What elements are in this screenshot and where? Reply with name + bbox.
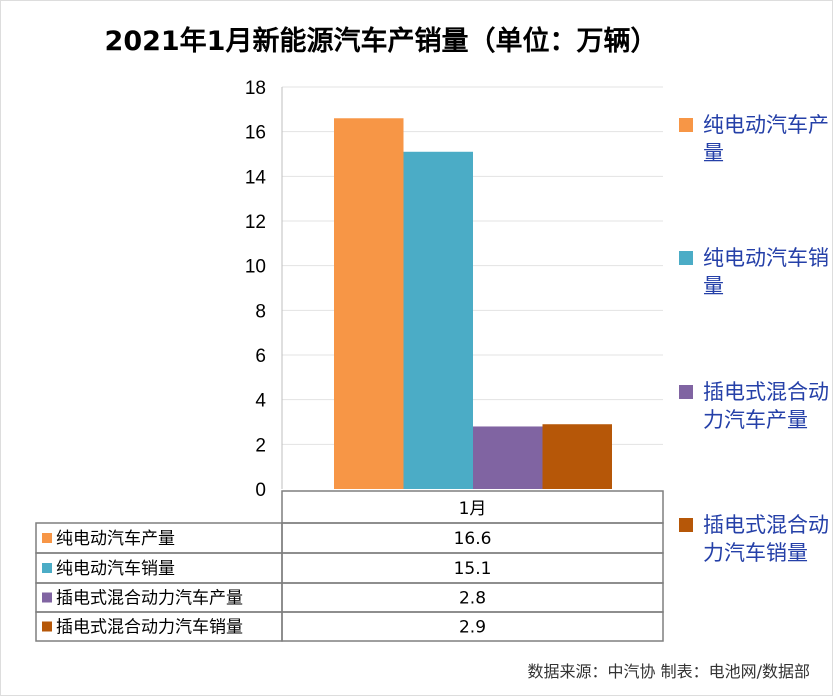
table-series-name: 插电式混合动力汽车产量: [56, 589, 243, 609]
legend-key-swatch: [42, 563, 52, 573]
legend-label: 插电式混合动力汽车产量: [703, 380, 829, 432]
legend-item: 插电式混合动力汽车销量: [679, 511, 829, 567]
y-tick-label: 16: [245, 123, 266, 144]
table-value-cell: [281, 611, 664, 642]
data-label: 2.8: [459, 589, 486, 609]
y-tick-label: 14: [245, 167, 267, 188]
legend-swatch: [679, 385, 693, 399]
legend-swatch: [679, 118, 693, 132]
y-tick-label: 6: [255, 346, 266, 367]
category-label: 1月: [459, 499, 487, 519]
legend-item: 纯电动汽车销量: [679, 244, 829, 300]
y-tick-label: 12: [245, 212, 266, 233]
legend-item: 纯电动汽车产量: [679, 111, 829, 167]
y-tick-label: 8: [255, 301, 266, 322]
table-series-name: 纯电动汽车销量: [56, 559, 175, 579]
bar-2: [403, 151, 473, 489]
table-series-name: 纯电动汽车产量: [56, 529, 175, 549]
legend-label: 插电式混合动力汽车销量: [703, 513, 829, 565]
y-tick-label: 18: [245, 78, 266, 99]
legend-swatch: [679, 251, 693, 265]
legend-key-swatch: [42, 621, 52, 632]
source-footer: 数据来源：中汽协 制表：电池网/数据部: [527, 662, 810, 681]
data-label: 16.6: [454, 529, 492, 549]
bar-3: [473, 426, 543, 489]
y-tick-label: 4: [255, 391, 266, 412]
y-tick-label: 0: [255, 480, 266, 501]
table-series-name: 插电式混合动力汽车销量: [56, 618, 243, 638]
bar-4: [542, 424, 612, 489]
data-label: 2.9: [459, 618, 486, 638]
legend-item: 插电式混合动力汽车产量: [679, 378, 829, 434]
data-label: 15.1: [454, 559, 492, 579]
legend-key-swatch: [42, 592, 52, 603]
legend-key-swatch: [42, 533, 52, 543]
chart-title: 2021年1月新能源汽车产销量（单位：万辆）: [104, 26, 658, 57]
y-tick-label: 10: [245, 257, 266, 278]
y-tick-label: 2: [255, 435, 266, 456]
bar-1: [334, 118, 404, 490]
legend-swatch: [679, 518, 693, 532]
legend-label: 纯电动汽车销量: [703, 246, 829, 298]
legend-label: 纯电动汽车产量: [703, 113, 829, 165]
